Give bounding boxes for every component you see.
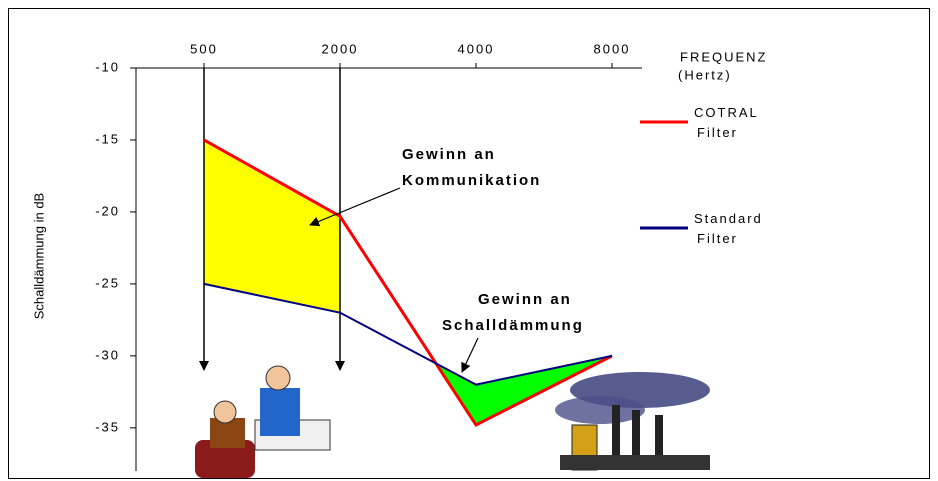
- ground: [560, 455, 710, 470]
- x-tick-label: 500: [190, 41, 218, 56]
- chart: -10 -15 -20 -25 -30 -35 500 2000 4000 8000 FREQUEN…: [0, 0, 938, 481]
- person-head: [266, 366, 290, 390]
- x-tick-label: 4000: [458, 41, 495, 56]
- annotation: Kommunikation: [402, 172, 541, 189]
- x-tick-label: 8000: [594, 41, 631, 56]
- annotation: Schalldämmung: [442, 317, 584, 334]
- x-tick-label: 2000: [322, 41, 359, 56]
- smoke: [555, 396, 645, 424]
- person-body: [260, 388, 300, 436]
- annotation: Gewinn an: [402, 146, 496, 163]
- person-head: [214, 401, 236, 423]
- y-tick-label: -30: [95, 347, 120, 362]
- annotation-arrow: [462, 338, 478, 372]
- y-tick-label: -15: [95, 131, 120, 146]
- x-axis-unit: (Hertz): [678, 67, 732, 82]
- y-tick-label: -20: [95, 203, 120, 218]
- y-tick-label: -35: [95, 419, 120, 434]
- annotation: Gewinn an: [478, 291, 572, 308]
- y-axis-label: Schalldämmung in dB: [31, 193, 46, 319]
- gain-area: [204, 140, 340, 313]
- x-axis-label: FREQUENZ: [680, 49, 768, 64]
- y-tick-label: -25: [95, 275, 120, 290]
- y-tick-label: -10: [95, 59, 120, 74]
